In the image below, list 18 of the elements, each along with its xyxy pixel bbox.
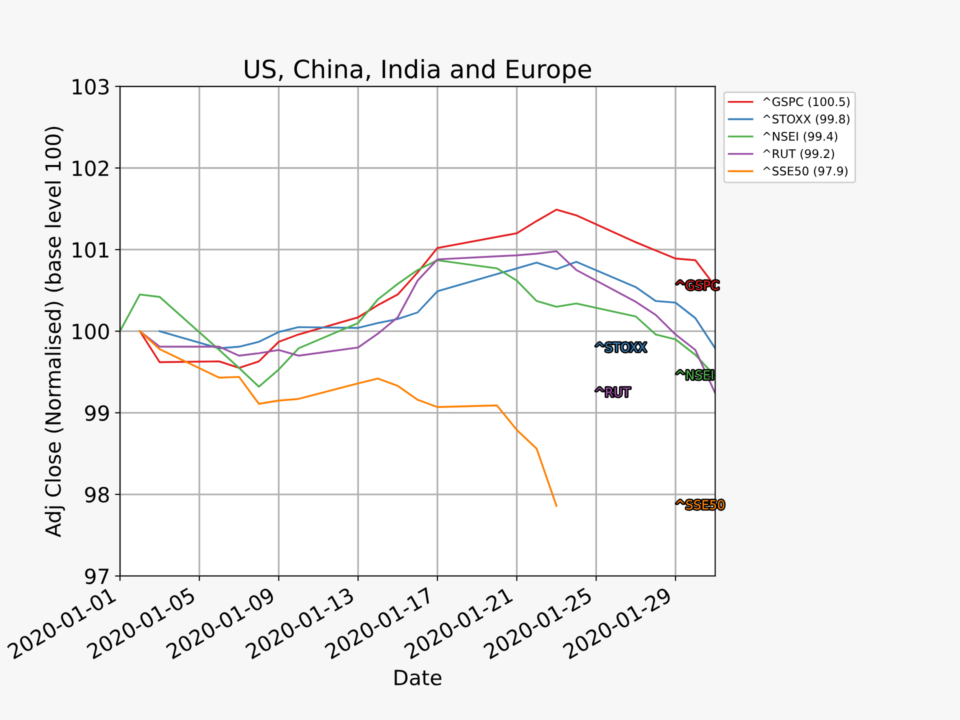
y-tick-label: 97 (85, 568, 108, 584)
legend-label: ^RUT (99.2) (763, 149, 834, 160)
annotation: ^STOXX (596, 342, 646, 352)
y-tick-label: 101 (72, 242, 108, 258)
legend-label: ^SSE50 (97.9) (763, 166, 848, 177)
chart-title: US, China, India and Europe (245, 59, 592, 84)
y-tick-label: 99 (85, 405, 109, 422)
legend-label: ^NSEI (99.4) (763, 132, 838, 142)
legend-label: ^STOXX (99.8) (763, 114, 850, 125)
y-tick-label: 100 (72, 324, 109, 340)
y-tick-label: 98 (85, 486, 109, 503)
legend-label: ^GSPC (100.5) (763, 97, 850, 108)
line-series (138, 330, 558, 507)
annotation: ^RUT (596, 388, 630, 397)
y-axis-title: Adj Close (Normalised) (base level 100) (44, 126, 65, 538)
y-tick-label: 103 (72, 78, 109, 95)
y-tick-label: 102 (72, 160, 108, 176)
x-axis-title: Date (394, 670, 442, 686)
